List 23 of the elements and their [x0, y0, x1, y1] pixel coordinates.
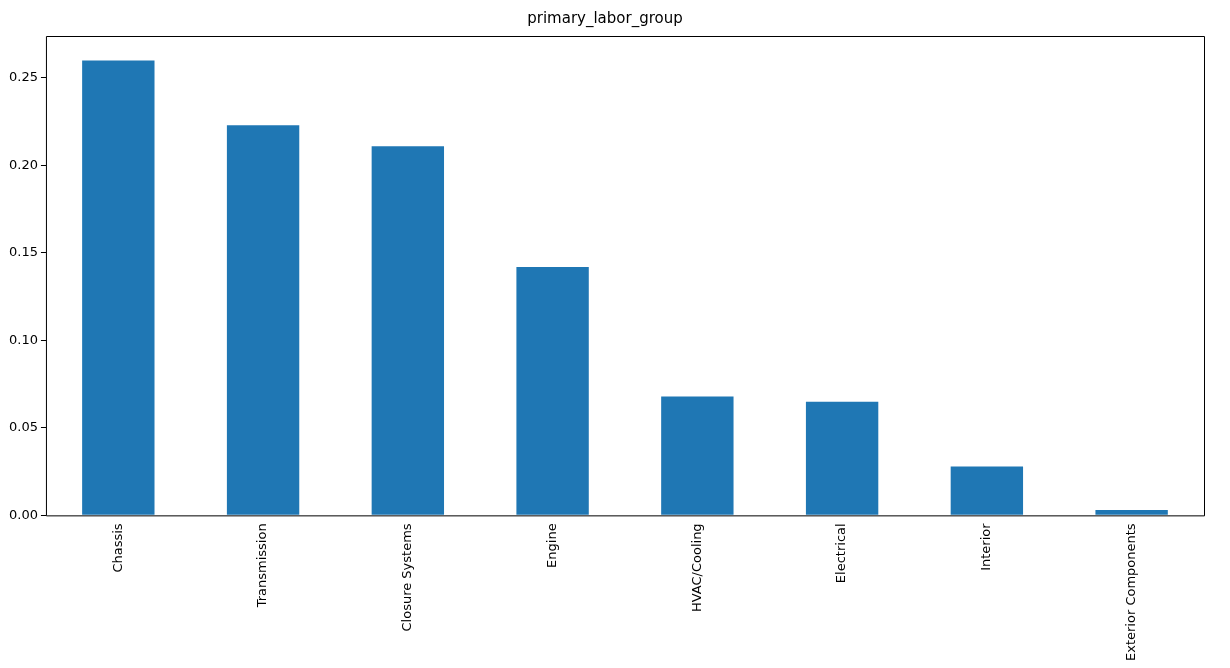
- y-tick-label: 0.00: [8, 506, 38, 522]
- x-tick-label: Exterior Components: [1123, 523, 1138, 661]
- y-tick-label: 0.15: [8, 244, 38, 260]
- x-tick-label: Chassis: [109, 523, 125, 573]
- y-tick-label: 0.10: [8, 331, 38, 347]
- x-tick-label: Electrical: [833, 523, 849, 584]
- chart-title: primary_labor_group: [527, 8, 683, 28]
- x-tick-label: HVAC/Cooling: [688, 523, 704, 613]
- y-tick-label: 0.20: [8, 156, 38, 172]
- x-tick-label: Engine: [543, 523, 559, 568]
- x-tick-label: Transmission: [254, 523, 270, 609]
- bar: [661, 396, 734, 515]
- bar: [516, 266, 589, 515]
- y-tick-label: 0.25: [8, 69, 38, 85]
- x-tick-label: Closure Systems: [399, 523, 415, 632]
- bar: [950, 466, 1024, 515]
- x-tick-label: Interior: [978, 522, 994, 571]
- bar: [371, 146, 445, 515]
- bar: [1095, 510, 1168, 515]
- y-tick-label: 0.05: [8, 419, 38, 435]
- bar: [805, 401, 879, 515]
- bar: [226, 125, 300, 515]
- bar: [82, 60, 155, 515]
